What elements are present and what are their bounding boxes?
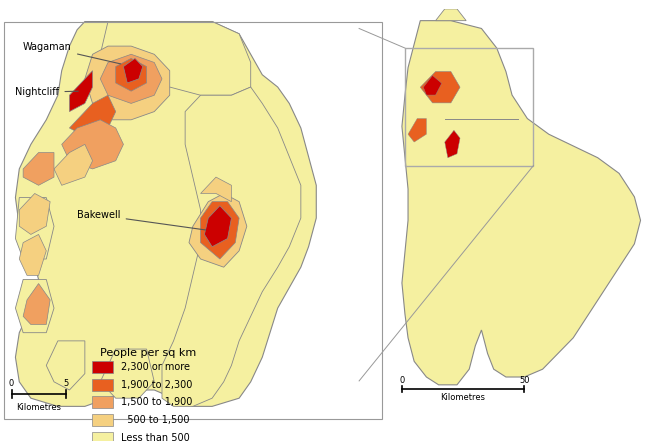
Text: Wagaman: Wagaman (23, 42, 121, 64)
Bar (92, 379, 113, 391)
Polygon shape (19, 194, 50, 235)
Text: 500 to 1,500: 500 to 1,500 (121, 415, 190, 425)
Polygon shape (100, 349, 154, 398)
Polygon shape (15, 21, 317, 406)
Polygon shape (436, 9, 466, 20)
Polygon shape (62, 120, 124, 169)
Text: Nightcliff: Nightcliff (15, 87, 78, 97)
Text: Bakewell: Bakewell (77, 210, 205, 230)
Polygon shape (402, 20, 640, 385)
Polygon shape (54, 144, 92, 185)
Polygon shape (100, 54, 162, 103)
Text: Less than 500: Less than 500 (121, 433, 190, 443)
Polygon shape (69, 95, 116, 136)
Text: 5: 5 (63, 379, 68, 388)
Text: 1,900 to 2,300: 1,900 to 2,300 (121, 380, 192, 390)
Polygon shape (204, 206, 231, 247)
Polygon shape (23, 153, 54, 185)
Polygon shape (100, 21, 251, 95)
Polygon shape (23, 283, 50, 324)
Text: People per sq km: People per sq km (100, 348, 196, 357)
Polygon shape (19, 235, 47, 275)
Polygon shape (69, 71, 92, 112)
Text: Kilometres: Kilometres (16, 404, 61, 413)
Text: 50: 50 (519, 376, 529, 385)
Polygon shape (420, 72, 460, 103)
Polygon shape (189, 194, 247, 267)
Polygon shape (15, 198, 54, 259)
Text: 2,300 or more: 2,300 or more (121, 362, 190, 372)
Bar (405, 48, 533, 166)
Polygon shape (47, 341, 85, 390)
Bar (92, 396, 113, 408)
Polygon shape (124, 58, 143, 83)
Bar (92, 361, 113, 373)
Text: 0: 0 (9, 379, 14, 388)
Polygon shape (201, 202, 239, 259)
Polygon shape (201, 177, 231, 202)
Polygon shape (424, 76, 442, 95)
Polygon shape (85, 46, 170, 120)
Bar (92, 414, 113, 426)
Text: Kilometres: Kilometres (441, 393, 485, 402)
Text: 1,500 to 1,900: 1,500 to 1,900 (121, 397, 192, 407)
Bar (92, 432, 113, 444)
Polygon shape (162, 87, 301, 406)
Text: 0: 0 (399, 376, 404, 385)
Polygon shape (408, 118, 426, 142)
Polygon shape (15, 279, 54, 333)
Polygon shape (445, 130, 460, 158)
Polygon shape (116, 58, 146, 91)
